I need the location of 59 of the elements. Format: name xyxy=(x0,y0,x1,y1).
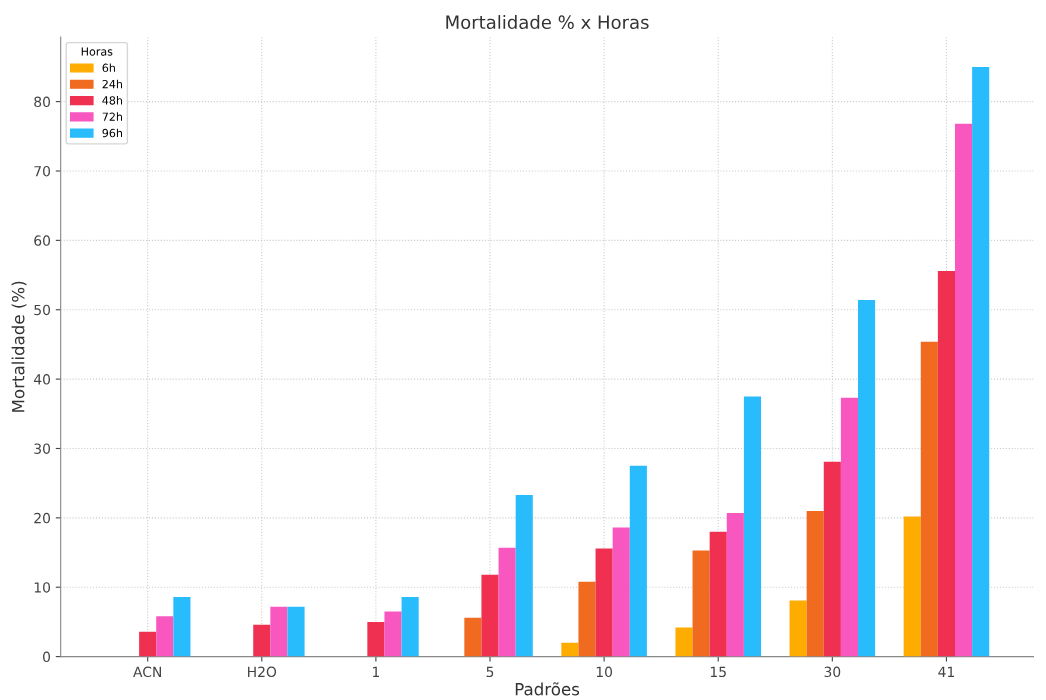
x-tick-label: 1 xyxy=(373,666,380,677)
x-tick-label: 10 xyxy=(596,666,613,678)
bar xyxy=(515,494,533,657)
bar xyxy=(270,606,288,657)
y-tick-label: 30 xyxy=(34,443,51,454)
y-tick-label: 10 xyxy=(34,582,51,593)
bar xyxy=(858,300,876,657)
bar xyxy=(367,621,385,657)
x-tick-label: 15 xyxy=(710,666,726,678)
legend-title: Horas xyxy=(81,47,113,56)
y-tick-label: 40 xyxy=(33,374,51,385)
legend-label: 24h xyxy=(102,79,123,89)
legend-label: 48h xyxy=(102,96,123,105)
y-tick-label: 60 xyxy=(34,235,51,246)
y-tick-label: 70 xyxy=(34,165,51,177)
bar xyxy=(823,461,841,657)
bar xyxy=(692,550,710,657)
bar xyxy=(595,548,613,657)
bar xyxy=(806,510,824,657)
x-tick-label: 5 xyxy=(486,666,494,678)
bar xyxy=(612,527,630,657)
bar xyxy=(561,642,579,657)
bar xyxy=(903,516,921,657)
bar xyxy=(401,596,419,657)
x-tick-label: H2O xyxy=(248,666,277,678)
bar xyxy=(629,465,647,657)
bar xyxy=(743,396,762,657)
legend-label: 96h xyxy=(102,128,123,138)
y-tick-label: 80 xyxy=(34,96,51,108)
bar xyxy=(789,600,807,657)
y-tick-label: 0 xyxy=(43,651,51,663)
bar xyxy=(675,627,693,657)
x-tick-label: ACN xyxy=(133,666,161,678)
bar xyxy=(156,616,174,657)
bar xyxy=(464,617,482,657)
x-tick-label: 41 xyxy=(938,666,954,677)
legend-label: 6h xyxy=(102,63,115,73)
bar xyxy=(955,123,973,657)
bar xyxy=(709,531,727,657)
bar xyxy=(384,611,402,657)
bar xyxy=(287,606,305,657)
bar xyxy=(726,513,744,657)
bar xyxy=(139,631,157,657)
legend-label: 72h xyxy=(102,112,123,121)
bar xyxy=(481,574,499,657)
bar xyxy=(840,397,859,657)
bar xyxy=(173,596,191,657)
x-axis-title: Padrões xyxy=(515,682,580,696)
y-tick-label: 50 xyxy=(34,304,51,316)
bar xyxy=(920,341,938,657)
bar xyxy=(972,66,990,657)
bar xyxy=(498,547,516,657)
bar xyxy=(578,581,596,657)
x-tick-label: 30 xyxy=(824,666,841,678)
bar xyxy=(937,270,955,657)
bar xyxy=(253,624,271,657)
y-tick-label: 20 xyxy=(34,512,51,524)
y-axis-title: Mortalidade (%) xyxy=(11,281,27,412)
chart-title: Mortalidade % x Horas xyxy=(446,15,649,30)
